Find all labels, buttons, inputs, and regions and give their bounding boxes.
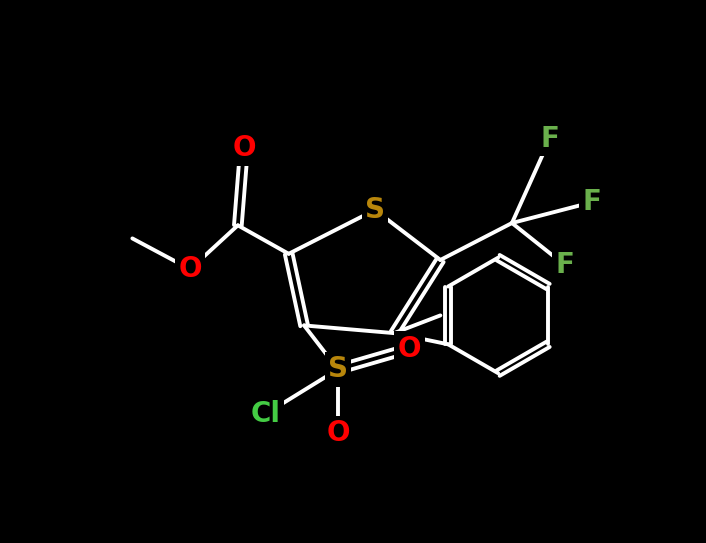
Text: F: F bbox=[540, 125, 559, 153]
Text: O: O bbox=[232, 134, 256, 162]
Text: O: O bbox=[326, 419, 349, 447]
Text: F: F bbox=[556, 251, 575, 279]
Text: F: F bbox=[582, 188, 602, 216]
Text: S: S bbox=[328, 355, 348, 383]
Text: Cl: Cl bbox=[251, 400, 280, 428]
Text: O: O bbox=[397, 334, 421, 363]
Text: O: O bbox=[179, 255, 202, 283]
Text: S: S bbox=[365, 196, 385, 224]
